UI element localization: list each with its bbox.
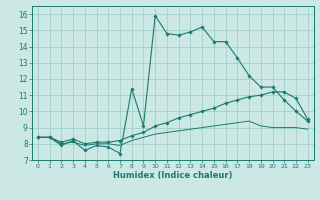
X-axis label: Humidex (Indice chaleur): Humidex (Indice chaleur) bbox=[113, 171, 233, 180]
